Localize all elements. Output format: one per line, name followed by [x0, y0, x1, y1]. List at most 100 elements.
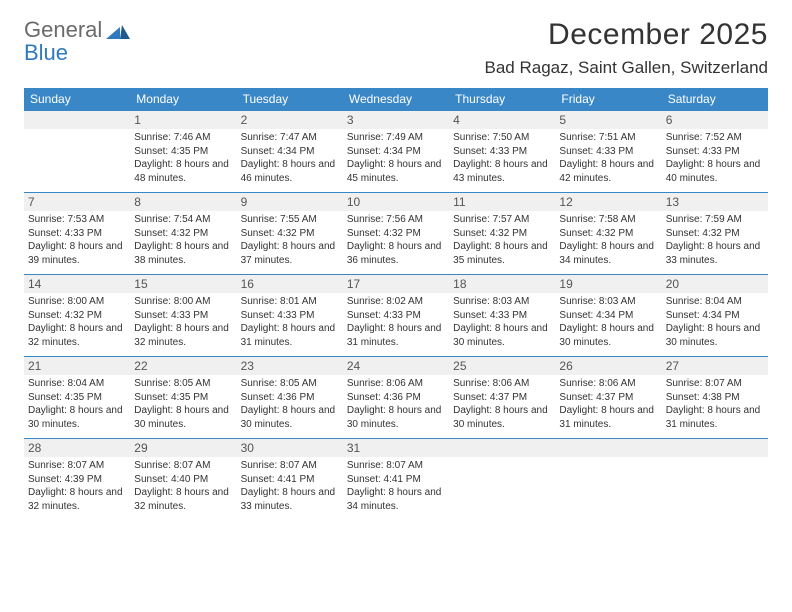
day-body: Sunrise: 8:05 AMSunset: 4:36 PMDaylight:… — [237, 375, 343, 433]
sunrise-text: Sunrise: 8:03 AM — [453, 295, 551, 309]
daylight-text: Daylight: 8 hours and 30 minutes. — [28, 404, 126, 431]
sunset-text: Sunset: 4:32 PM — [347, 227, 445, 241]
daylight-text: Daylight: 8 hours and 40 minutes. — [666, 158, 764, 185]
daylight-text: Daylight: 8 hours and 46 minutes. — [241, 158, 339, 185]
sunrise-text: Sunrise: 7:55 AM — [241, 213, 339, 227]
day-cell — [24, 110, 130, 192]
sunset-text: Sunset: 4:33 PM — [241, 309, 339, 323]
day-cell: 27Sunrise: 8:07 AMSunset: 4:38 PMDayligh… — [662, 356, 768, 438]
day-number: 28 — [24, 439, 130, 457]
sunset-text: Sunset: 4:39 PM — [28, 473, 126, 487]
weekday-header: Thursday — [449, 88, 555, 110]
sunset-text: Sunset: 4:37 PM — [453, 391, 551, 405]
day-number: 18 — [449, 275, 555, 293]
daylight-text: Daylight: 8 hours and 35 minutes. — [453, 240, 551, 267]
day-number: 7 — [24, 193, 130, 211]
day-body: Sunrise: 8:00 AMSunset: 4:33 PMDaylight:… — [130, 293, 236, 351]
sunset-text: Sunset: 4:33 PM — [134, 309, 232, 323]
day-number: 9 — [237, 193, 343, 211]
sunset-text: Sunset: 4:32 PM — [241, 227, 339, 241]
weekday-header: Friday — [555, 88, 661, 110]
day-number: 25 — [449, 357, 555, 375]
sunrise-text: Sunrise: 7:52 AM — [666, 131, 764, 145]
sunset-text: Sunset: 4:32 PM — [666, 227, 764, 241]
day-number: 21 — [24, 357, 130, 375]
sunrise-text: Sunrise: 8:06 AM — [347, 377, 445, 391]
sunrise-text: Sunrise: 7:53 AM — [28, 213, 126, 227]
sunrise-text: Sunrise: 7:51 AM — [559, 131, 657, 145]
day-cell: 26Sunrise: 8:06 AMSunset: 4:37 PMDayligh… — [555, 356, 661, 438]
week-row: 14Sunrise: 8:00 AMSunset: 4:32 PMDayligh… — [24, 274, 768, 356]
day-number: 11 — [449, 193, 555, 211]
day-body: Sunrise: 7:53 AMSunset: 4:33 PMDaylight:… — [24, 211, 130, 269]
daylight-text: Daylight: 8 hours and 34 minutes. — [347, 486, 445, 513]
day-body: Sunrise: 8:07 AMSunset: 4:39 PMDaylight:… — [24, 457, 130, 515]
day-body: Sunrise: 8:07 AMSunset: 4:38 PMDaylight:… — [662, 375, 768, 433]
weekday-header: Saturday — [662, 88, 768, 110]
daylight-text: Daylight: 8 hours and 36 minutes. — [347, 240, 445, 267]
sunrise-text: Sunrise: 8:05 AM — [241, 377, 339, 391]
daylight-text: Daylight: 8 hours and 30 minutes. — [241, 404, 339, 431]
day-cell: 16Sunrise: 8:01 AMSunset: 4:33 PMDayligh… — [237, 274, 343, 356]
sunrise-text: Sunrise: 7:49 AM — [347, 131, 445, 145]
sunset-text: Sunset: 4:33 PM — [347, 309, 445, 323]
day-cell: 9Sunrise: 7:55 AMSunset: 4:32 PMDaylight… — [237, 192, 343, 274]
day-cell: 22Sunrise: 8:05 AMSunset: 4:35 PMDayligh… — [130, 356, 236, 438]
day-number: 1 — [130, 111, 236, 129]
day-body: Sunrise: 8:05 AMSunset: 4:35 PMDaylight:… — [130, 375, 236, 433]
day-cell: 6Sunrise: 7:52 AMSunset: 4:33 PMDaylight… — [662, 110, 768, 192]
day-cell — [555, 438, 661, 520]
day-cell: 19Sunrise: 8:03 AMSunset: 4:34 PMDayligh… — [555, 274, 661, 356]
day-body: Sunrise: 7:49 AMSunset: 4:34 PMDaylight:… — [343, 129, 449, 187]
month-title: December 2025 — [485, 18, 769, 52]
day-body: Sunrise: 8:03 AMSunset: 4:34 PMDaylight:… — [555, 293, 661, 351]
sunset-text: Sunset: 4:33 PM — [666, 145, 764, 159]
day-number: 12 — [555, 193, 661, 211]
sunset-text: Sunset: 4:32 PM — [28, 309, 126, 323]
sunset-text: Sunset: 4:32 PM — [453, 227, 551, 241]
logo-mark-icon — [106, 21, 132, 41]
sunrise-text: Sunrise: 8:07 AM — [666, 377, 764, 391]
sunrise-text: Sunrise: 8:00 AM — [28, 295, 126, 309]
day-cell: 30Sunrise: 8:07 AMSunset: 4:41 PMDayligh… — [237, 438, 343, 520]
sunrise-text: Sunrise: 7:47 AM — [241, 131, 339, 145]
sunset-text: Sunset: 4:36 PM — [241, 391, 339, 405]
day-number: 13 — [662, 193, 768, 211]
sunrise-text: Sunrise: 8:07 AM — [241, 459, 339, 473]
day-cell: 29Sunrise: 8:07 AMSunset: 4:40 PMDayligh… — [130, 438, 236, 520]
sunrise-text: Sunrise: 7:57 AM — [453, 213, 551, 227]
day-body: Sunrise: 8:06 AMSunset: 4:36 PMDaylight:… — [343, 375, 449, 433]
day-number: 31 — [343, 439, 449, 457]
daylight-text: Daylight: 8 hours and 31 minutes. — [559, 404, 657, 431]
day-cell: 18Sunrise: 8:03 AMSunset: 4:33 PMDayligh… — [449, 274, 555, 356]
day-body: Sunrise: 7:57 AMSunset: 4:32 PMDaylight:… — [449, 211, 555, 269]
day-number — [24, 111, 130, 129]
day-cell: 4Sunrise: 7:50 AMSunset: 4:33 PMDaylight… — [449, 110, 555, 192]
day-body: Sunrise: 7:59 AMSunset: 4:32 PMDaylight:… — [662, 211, 768, 269]
sunrise-text: Sunrise: 8:03 AM — [559, 295, 657, 309]
day-number: 17 — [343, 275, 449, 293]
sunrise-text: Sunrise: 8:07 AM — [134, 459, 232, 473]
weekday-header: Sunday — [24, 88, 130, 110]
weekdays-row: SundayMondayTuesdayWednesdayThursdayFrid… — [24, 88, 768, 110]
sunrise-text: Sunrise: 7:56 AM — [347, 213, 445, 227]
day-number: 30 — [237, 439, 343, 457]
day-number: 16 — [237, 275, 343, 293]
day-number: 8 — [130, 193, 236, 211]
location: Bad Ragaz, Saint Gallen, Switzerland — [485, 58, 769, 78]
day-body: Sunrise: 8:04 AMSunset: 4:34 PMDaylight:… — [662, 293, 768, 351]
day-body: Sunrise: 7:54 AMSunset: 4:32 PMDaylight:… — [130, 211, 236, 269]
sunset-text: Sunset: 4:33 PM — [559, 145, 657, 159]
day-cell: 8Sunrise: 7:54 AMSunset: 4:32 PMDaylight… — [130, 192, 236, 274]
sunset-text: Sunset: 4:34 PM — [666, 309, 764, 323]
day-number: 6 — [662, 111, 768, 129]
daylight-text: Daylight: 8 hours and 39 minutes. — [28, 240, 126, 267]
daylight-text: Daylight: 8 hours and 43 minutes. — [453, 158, 551, 185]
day-number — [555, 439, 661, 457]
sunrise-text: Sunrise: 8:06 AM — [559, 377, 657, 391]
day-number: 15 — [130, 275, 236, 293]
week-row: 28Sunrise: 8:07 AMSunset: 4:39 PMDayligh… — [24, 438, 768, 520]
day-body: Sunrise: 7:52 AMSunset: 4:33 PMDaylight:… — [662, 129, 768, 187]
day-body: Sunrise: 8:06 AMSunset: 4:37 PMDaylight:… — [555, 375, 661, 433]
daylight-text: Daylight: 8 hours and 31 minutes. — [666, 404, 764, 431]
